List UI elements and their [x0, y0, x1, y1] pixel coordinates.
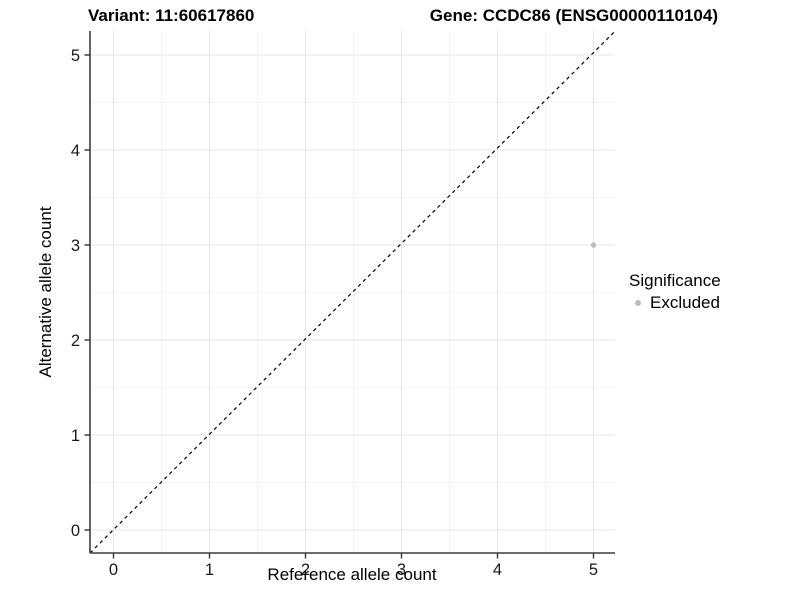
legend-entry-label: Excluded	[650, 293, 720, 312]
x-tick-label: 3	[397, 561, 406, 579]
y-tick-label: 0	[71, 522, 80, 540]
y-tick-label: 1	[71, 427, 80, 445]
y-tick-label: 4	[71, 142, 80, 160]
x-tick-label: 5	[589, 561, 598, 579]
x-tick-label: 1	[205, 561, 214, 579]
identity-line	[89, 30, 616, 554]
variant-title: Variant: 11:60617860	[88, 6, 255, 25]
x-tick-label: 2	[301, 561, 310, 579]
legend-key	[629, 294, 647, 312]
y-tick-label: 5	[71, 47, 80, 65]
legend-entry-excluded: Excluded	[629, 293, 721, 313]
gene-title: Gene: CCDC86 (ENSG00000110104)	[429, 6, 718, 25]
legend-title: Significance	[629, 271, 721, 290]
x-axis-title: Reference allele count	[267, 565, 437, 584]
legend: Significance Excluded	[629, 271, 721, 313]
x-tick-label: 0	[109, 561, 118, 579]
x-tick-label: 4	[493, 561, 502, 579]
y-tick-label: 2	[71, 332, 80, 350]
y-tick-label: 3	[71, 237, 80, 255]
excluded-marker-icon	[635, 300, 641, 306]
data-point	[590, 242, 597, 248]
y-axis-title: Alternative allele count	[36, 206, 55, 378]
